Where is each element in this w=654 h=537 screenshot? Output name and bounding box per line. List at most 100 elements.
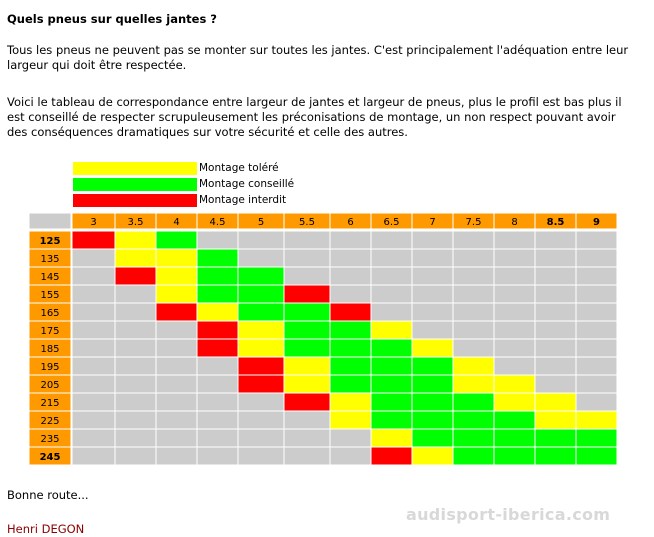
table-cell-empty xyxy=(283,230,331,250)
table-cell-recommended xyxy=(411,428,454,448)
row-header-label: 205 xyxy=(40,380,59,391)
table-cell-tolerated xyxy=(114,230,157,250)
legend-label-tolerated: Montage toléré xyxy=(199,162,279,174)
table-cell-recommended xyxy=(155,230,198,250)
table-cell-tolerated xyxy=(411,338,454,358)
table-cell-tolerated xyxy=(237,320,285,340)
table-cell-empty xyxy=(575,230,618,250)
table-cell-empty xyxy=(575,302,618,322)
table-cell-empty xyxy=(196,392,239,412)
table-cell-empty xyxy=(493,320,536,340)
row-header-label: 235 xyxy=(40,434,59,445)
table-cell-empty xyxy=(493,338,536,358)
table-cell-tolerated xyxy=(155,284,198,304)
table-cell-tolerated xyxy=(534,410,577,430)
table-cell-tolerated xyxy=(452,374,495,394)
row-header-label: 135 xyxy=(40,254,59,265)
column-header-label: 7.5 xyxy=(466,217,482,228)
table-cell-empty xyxy=(237,392,285,412)
table-cell-empty xyxy=(155,374,198,394)
table-cell-empty xyxy=(155,446,198,466)
table-cell-empty xyxy=(329,428,372,448)
table-cell-empty xyxy=(71,302,116,322)
table-cell-empty xyxy=(534,320,577,340)
table-cell-empty xyxy=(370,266,413,286)
column-header-label: 9 xyxy=(593,217,600,228)
table-cell-empty xyxy=(452,338,495,358)
table-cell-empty xyxy=(452,266,495,286)
table-cell-tolerated xyxy=(283,374,331,394)
table-cell-tolerated xyxy=(411,446,454,466)
table-cell-recommended xyxy=(370,392,413,412)
table-cell-tolerated xyxy=(370,428,413,448)
table-cell-tolerated xyxy=(493,392,536,412)
table-cell-empty xyxy=(575,392,618,412)
table-cell-empty xyxy=(155,428,198,448)
table-cell-tolerated xyxy=(237,338,285,358)
table-cell-empty xyxy=(114,320,157,340)
table-cell-empty xyxy=(329,230,372,250)
table-cell-forbidden xyxy=(329,302,372,322)
row-header-label: 185 xyxy=(40,344,59,355)
table-cell-recommended xyxy=(493,446,536,466)
table-cell-empty xyxy=(534,338,577,358)
column-header-label: 5.5 xyxy=(299,217,315,228)
table-cell-empty xyxy=(196,230,239,250)
table-corner-cell xyxy=(28,212,72,230)
table-cell-recommended xyxy=(283,302,331,322)
table-cell-empty xyxy=(534,248,577,268)
table-cell-empty xyxy=(534,302,577,322)
table-cell-empty xyxy=(575,338,618,358)
table-cell-empty xyxy=(493,284,536,304)
column-header-label: 7 xyxy=(429,217,435,228)
table-cell-empty xyxy=(452,320,495,340)
table-cell-forbidden xyxy=(114,266,157,286)
column-header-label: 4.5 xyxy=(210,217,226,228)
intro-paragraph: Tous les pneus ne peuvent pas se monter … xyxy=(7,43,629,72)
table-cell-empty xyxy=(575,320,618,340)
table-cell-empty xyxy=(452,284,495,304)
table-cell-empty xyxy=(283,410,331,430)
table-cell-empty xyxy=(575,248,618,268)
table-cell-forbidden xyxy=(283,392,331,412)
table-cell-forbidden xyxy=(237,374,285,394)
row-header-label: 195 xyxy=(40,362,59,373)
row-header-label: 225 xyxy=(40,416,59,427)
table-cell-recommended xyxy=(452,446,495,466)
table-cell-recommended xyxy=(329,356,372,376)
table-cell-empty xyxy=(411,320,454,340)
table-cell-empty xyxy=(575,356,618,376)
table-cell-forbidden xyxy=(155,302,198,322)
table-cell-empty xyxy=(452,248,495,268)
table-cell-tolerated xyxy=(493,374,536,394)
table-cell-tolerated xyxy=(329,410,372,430)
table-cell-empty xyxy=(71,320,116,340)
table-cell-empty xyxy=(237,248,285,268)
table-cell-forbidden xyxy=(283,284,331,304)
table-cell-recommended xyxy=(534,446,577,466)
legend-swatch-tolerated xyxy=(73,162,197,175)
table-cell-empty xyxy=(534,230,577,250)
table-cell-tolerated xyxy=(114,248,157,268)
table-cell-recommended xyxy=(283,320,331,340)
table-cell-recommended xyxy=(329,338,372,358)
table-cell-empty xyxy=(71,428,116,448)
table-cell-recommended xyxy=(370,338,413,358)
row-header-label: 145 xyxy=(40,272,59,283)
table-cell-empty xyxy=(71,284,116,304)
table-description-paragraph: Voici le tableau de correspondance entre… xyxy=(7,95,622,139)
table-cell-empty xyxy=(71,248,116,268)
table-cell-recommended xyxy=(575,428,618,448)
table-cell-empty xyxy=(370,284,413,304)
table-cell-empty xyxy=(71,446,116,466)
table-cell-empty xyxy=(114,284,157,304)
table-cell-empty xyxy=(329,284,372,304)
table-cell-empty xyxy=(575,284,618,304)
column-header-label: 4 xyxy=(173,217,179,228)
table-cell-tolerated xyxy=(329,392,372,412)
table-cell-tolerated xyxy=(452,356,495,376)
table-cell-empty xyxy=(71,338,116,358)
table-cell-forbidden xyxy=(196,338,239,358)
row-header-label: 155 xyxy=(40,290,59,301)
table-cell-forbidden xyxy=(237,356,285,376)
